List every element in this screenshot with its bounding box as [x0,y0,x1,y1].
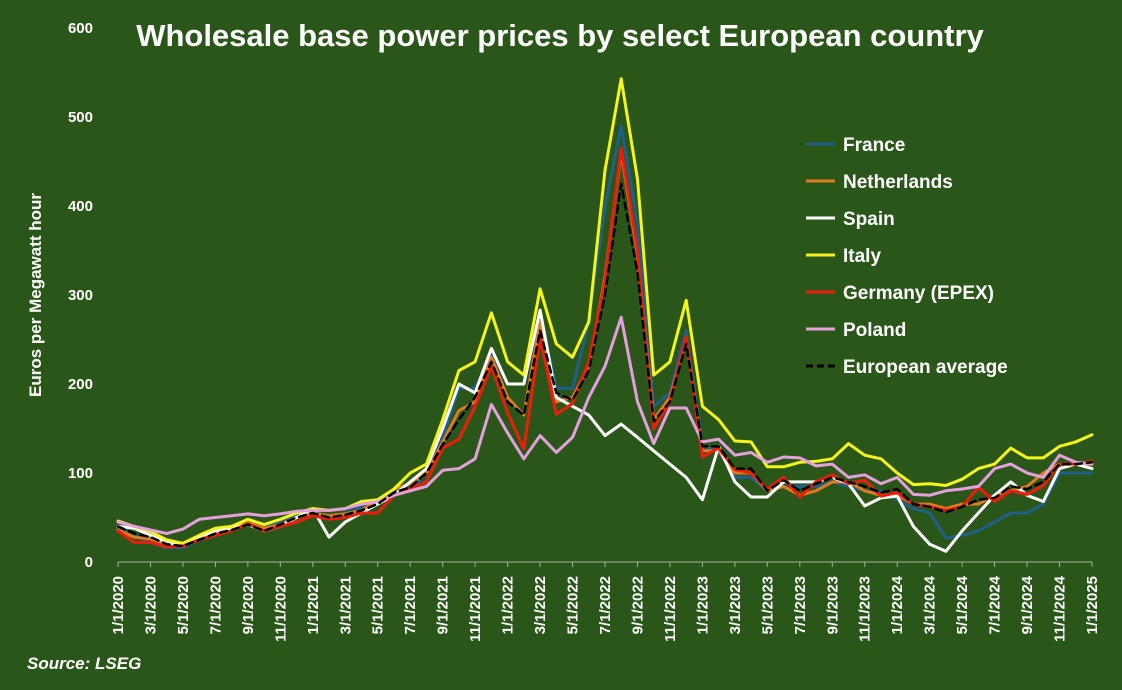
legend-label: Italy [843,246,881,267]
x-tick-label: 1/1/2020 [110,576,127,634]
x-tick-label: 1/1/2024 [889,575,906,634]
series-lines [116,77,1094,553]
x-tick-label: 9/1/2021 [435,576,452,634]
x-tick-label: 5/1/2023 [759,576,776,634]
x-tick-label: 7/1/2021 [402,576,419,634]
y-axis-label: Euros per Megawatt hour [26,193,45,397]
y-axis: 0 100 200 300 400 500 600 [68,20,93,571]
x-tick-label: 3/1/2021 [337,576,354,634]
x-tick-label: 11/1/2022 [662,576,679,642]
x-tick-label: 5/1/2021 [370,576,387,634]
y-tick-label: 200 [68,376,93,393]
legend-label: Poland [843,320,906,341]
x-tick-label: 3/1/2022 [532,576,549,634]
legend: France Netherlands Spain Italy Germany (EPEX… [806,135,1008,378]
chart-title: Wholesale base power prices by select Eu… [136,18,984,53]
x-tick-label: 9/1/2023 [824,576,841,634]
y-tick-label: 600 [68,20,93,37]
x-tick-label: 3/1/2024 [922,575,939,634]
x-tick-label: 11/1/2020 [272,576,289,642]
series-line-italy [116,77,1094,545]
legend-label: European average [843,357,1008,378]
y-tick-label: 100 [68,465,93,482]
x-tick-label: 9/1/2024 [1019,575,1036,634]
y-tick-label: 500 [68,109,93,126]
x-tick-label: 1/1/2022 [500,576,517,634]
x-tick-label: 1/1/2021 [305,576,322,634]
legend-label: Germany (EPEX) [843,283,994,304]
x-tick-label: 3/1/2020 [142,576,159,634]
x-tick-label: 5/1/2020 [175,576,192,634]
x-axis: 1/1/2020 3/1/2020 5/1/2020 7/1/2020 9/1/2020… [110,562,1101,642]
y-tick-label: 0 [85,554,93,571]
legend-label: Spain [843,209,895,230]
series-line-poland [116,315,1094,535]
legend-label: France [843,135,905,156]
x-tick-label: 9/1/2020 [240,576,257,634]
y-tick-label: 300 [68,287,93,304]
x-tick-label: 1/1/2025 [1084,576,1101,634]
source-note: Source: LSEG [27,654,141,673]
x-tick-label: 11/1/2024 [1052,575,1069,642]
x-tick-label: 3/1/2023 [727,576,744,634]
x-tick-label: 9/1/2022 [629,576,646,634]
x-tick-label: 11/1/2023 [857,576,874,642]
x-tick-label: 5/1/2022 [565,576,582,634]
series-line-european-average [116,182,1094,548]
x-tick-label: 7/1/2022 [597,576,614,634]
x-tick-label: 7/1/2020 [207,576,224,634]
x-tick-label: 5/1/2024 [954,575,971,634]
legend-label: Netherlands [843,172,953,193]
x-tick-label: 7/1/2024 [987,575,1004,634]
x-tick-label: 11/1/2021 [467,576,484,642]
y-tick-label: 400 [68,198,93,215]
x-tick-label: 7/1/2023 [792,576,809,634]
series-line-france [116,124,1094,550]
x-tick-label: 1/1/2023 [694,576,711,634]
